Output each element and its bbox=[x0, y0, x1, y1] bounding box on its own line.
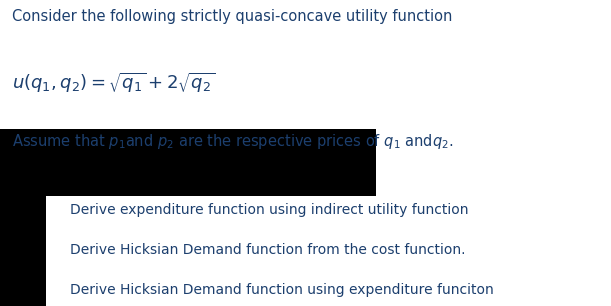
Text: Consider the following strictly quasi-concave utility function: Consider the following strictly quasi-co… bbox=[12, 9, 453, 24]
Bar bbox=[0, 184, 46, 306]
Text: Assume that $p_1$and $p_2$ are the respective prices of $q_1$ and$q_2$.: Assume that $p_1$and $p_2$ are the respe… bbox=[12, 132, 454, 151]
Text: Derive Hicksian Demand function using expenditure funciton: Derive Hicksian Demand function using ex… bbox=[70, 283, 494, 297]
Text: Derive Hicksian Demand function from the cost function.: Derive Hicksian Demand function from the… bbox=[70, 243, 466, 257]
Text: $u(q_1, q_2) = \sqrt{q_1} + 2\sqrt{q_2}$: $u(q_1, q_2) = \sqrt{q_1} + 2\sqrt{q_2}$ bbox=[12, 70, 215, 95]
Bar bbox=[0, 129, 376, 196]
Text: Derive expenditure function using indirect utility function: Derive expenditure function using indire… bbox=[70, 203, 469, 218]
